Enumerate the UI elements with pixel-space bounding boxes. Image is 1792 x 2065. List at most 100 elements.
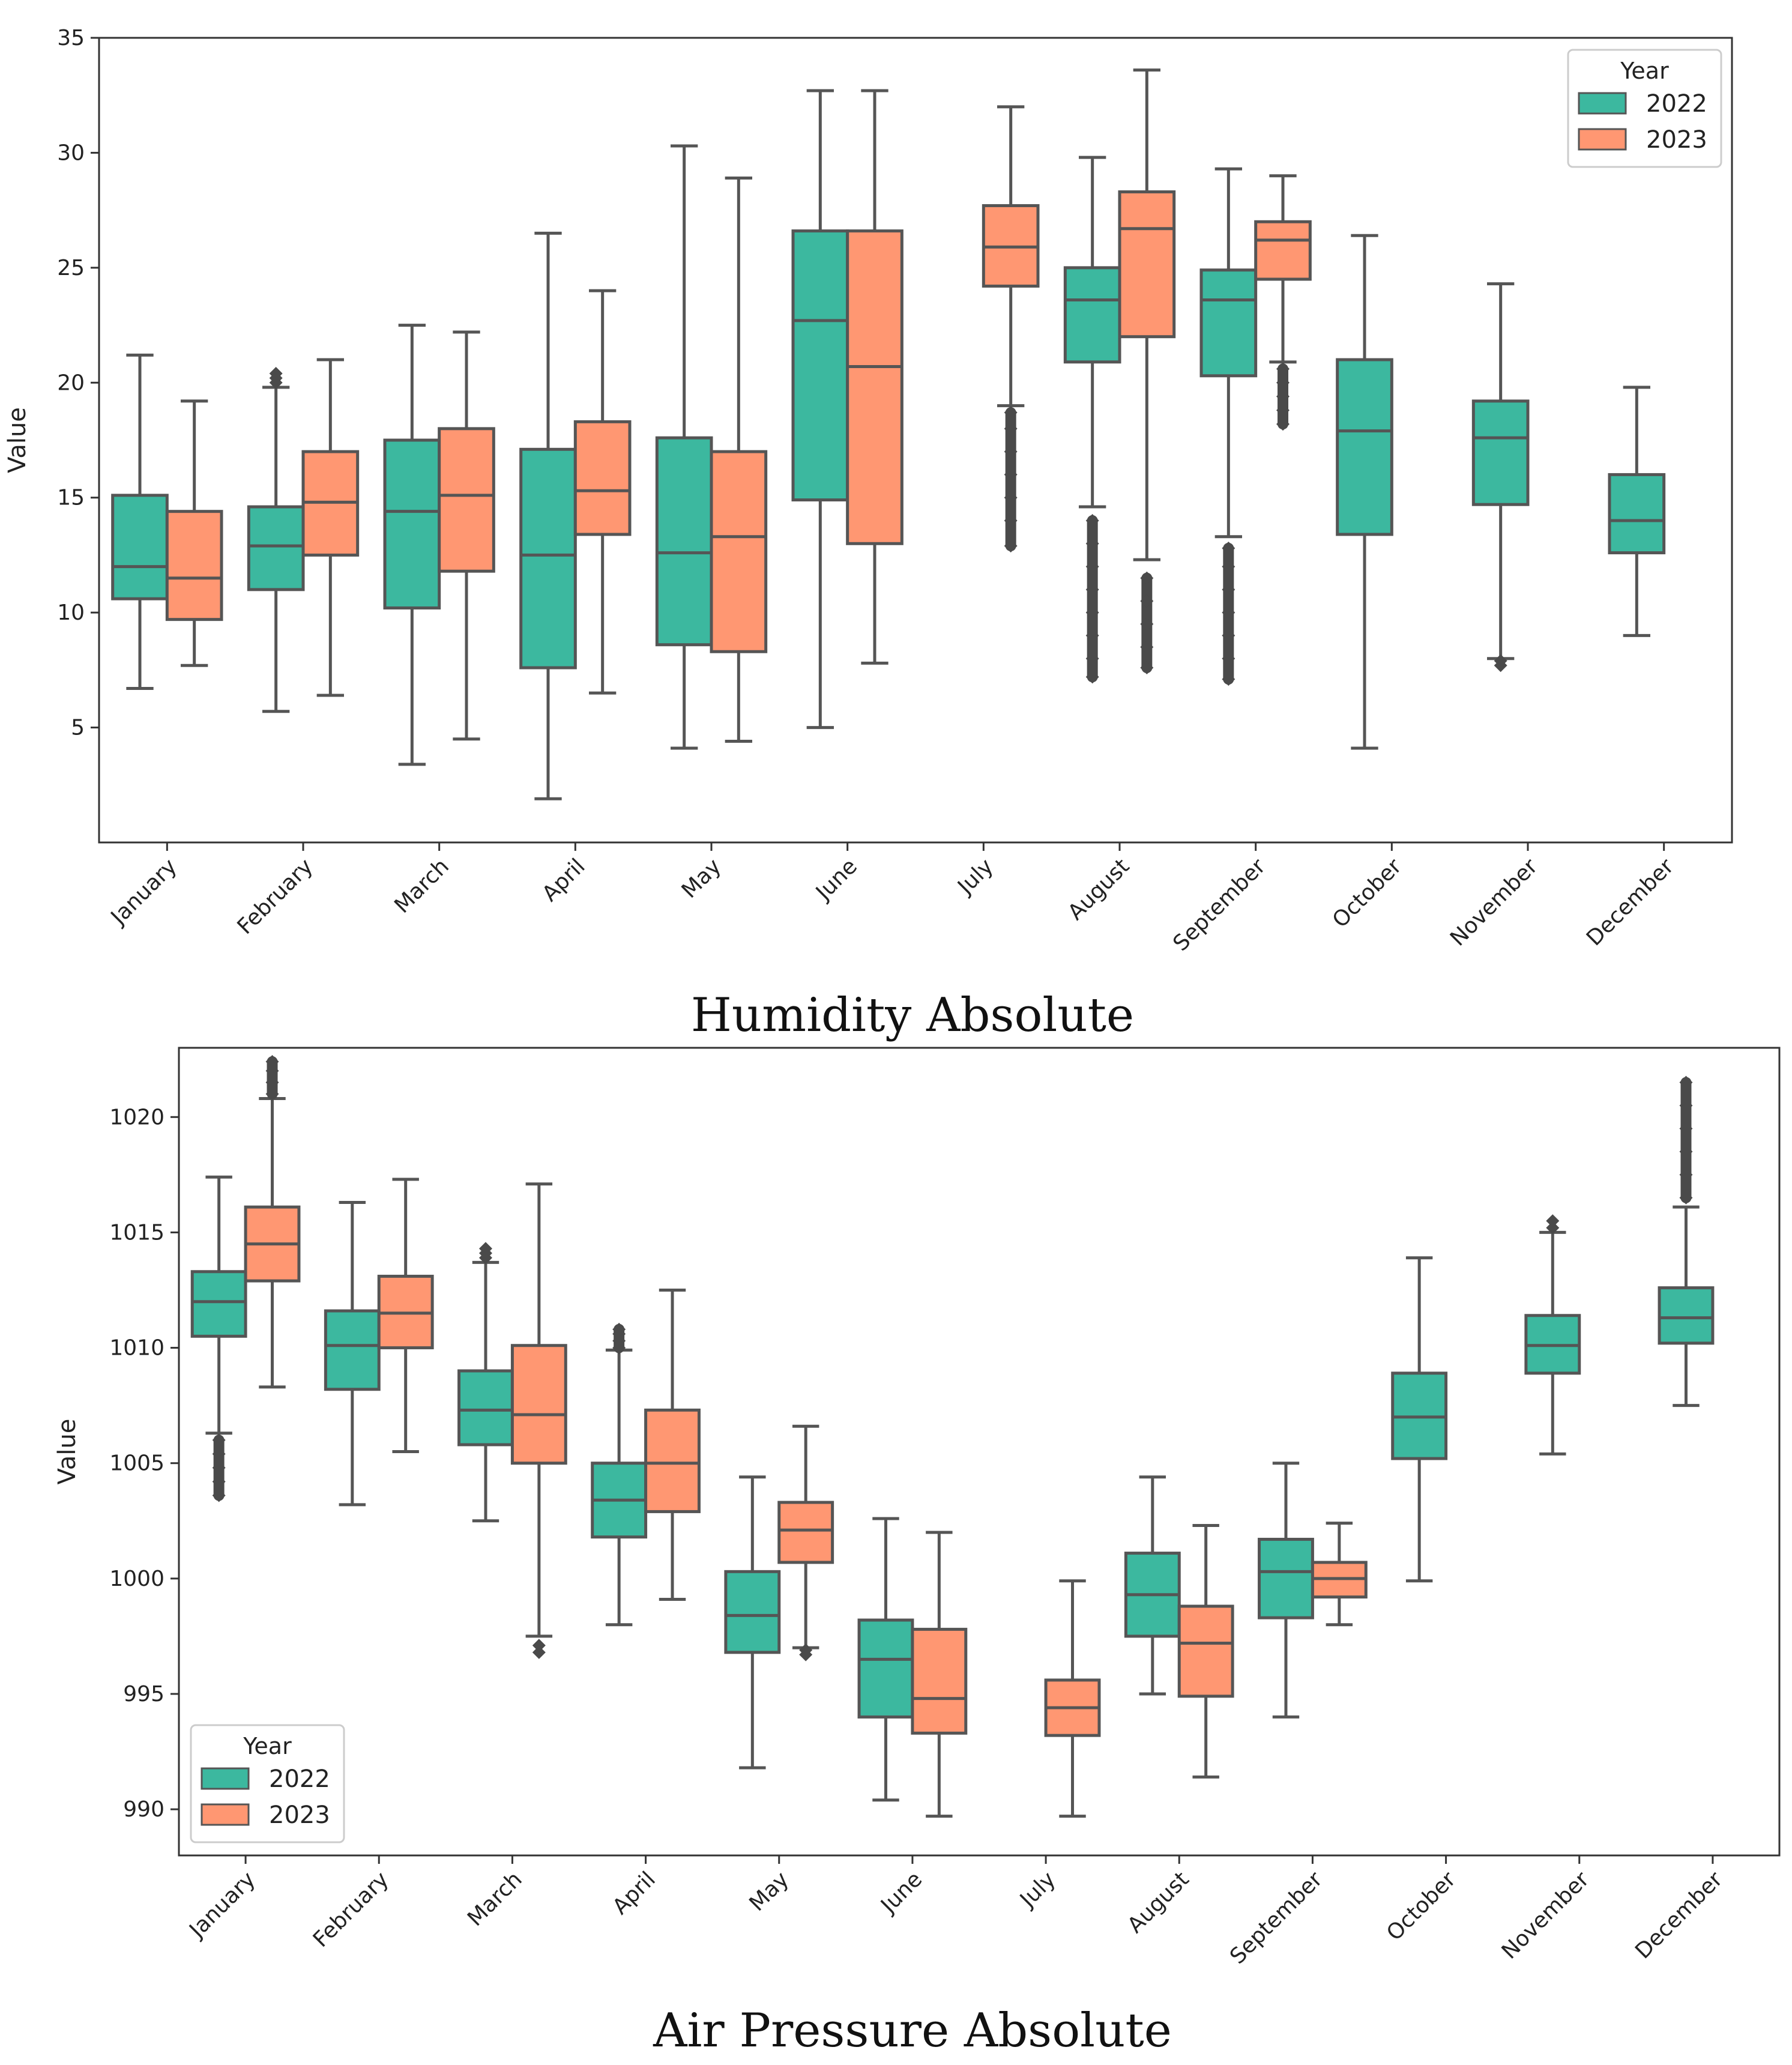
air-pressure-box-2023-march <box>510 1182 567 1659</box>
iqr-box <box>911 1627 968 1735</box>
outlier-point <box>1085 537 1099 551</box>
outlier-point <box>265 1087 279 1101</box>
iqr-box <box>1118 190 1176 339</box>
outlier-point <box>1222 673 1235 686</box>
outlier-point <box>612 1334 626 1348</box>
air-pressure-legend-swatch-2023 <box>201 1803 250 1826</box>
outlier-point <box>1222 582 1235 596</box>
outlier-point <box>1085 514 1099 527</box>
iqr-box <box>1658 1286 1715 1345</box>
air-pressure-plot-frame <box>178 1047 1781 1857</box>
air-pressure-boxes <box>190 1055 1715 1818</box>
outlier-point <box>1004 491 1018 504</box>
outlier-point <box>265 1064 279 1078</box>
outlier-point <box>1679 1144 1693 1158</box>
humidity-caption: Humidity Absolute <box>691 988 1134 1042</box>
air-pressure-box-2023-july <box>1044 1579 1101 1818</box>
humidity-legend-label-2022: 2022 <box>1646 90 1707 118</box>
air-pressure-legend-title: Year <box>243 1733 292 1759</box>
iqr-box <box>710 450 768 653</box>
outlier-point <box>1140 594 1154 608</box>
humidity-x-tick-label-august: August <box>1063 854 1134 925</box>
iqr-box <box>457 1369 514 1447</box>
humidity-box-2023-august <box>1118 68 1176 675</box>
humidity-y-tick-label: 5 <box>71 716 85 740</box>
outlier-point <box>1276 390 1290 404</box>
humidity-box-2023-july <box>982 105 1040 553</box>
humidity-x-tick-label-september: September <box>1168 854 1270 956</box>
humidity-y-tick-label: 15 <box>57 486 85 510</box>
outlier-point <box>1140 617 1154 631</box>
iqr-box <box>111 494 169 600</box>
humidity-box-2023-june <box>846 89 904 665</box>
air-pressure-x-tick-label-march: March <box>463 1867 527 1931</box>
outlier-point <box>1140 571 1154 585</box>
air-pressure-x-tick-label-june: June <box>875 1867 927 1918</box>
humidity-box-2022-may <box>655 144 713 750</box>
iqr-box <box>1199 268 1258 378</box>
outlier-point <box>212 1475 226 1489</box>
outlier-point <box>1085 582 1099 596</box>
humidity-box-2022-december <box>1608 385 1666 637</box>
air-pressure-y-ticks: 990 995 1000 1005 1010 1015 1020 <box>109 1105 179 1822</box>
outlier-point <box>212 1489 226 1502</box>
iqr-box <box>510 1344 567 1465</box>
outlier-point <box>612 1322 626 1336</box>
humidity-box-2023-april <box>573 289 632 695</box>
outlier-point <box>1140 661 1154 675</box>
outlier-point <box>1085 652 1099 665</box>
humidity-y-tick-label: 25 <box>57 256 85 280</box>
air-pressure-box-2023-september <box>1311 1522 1368 1627</box>
iqr-box <box>1177 1604 1234 1698</box>
iqr-box <box>519 447 577 670</box>
outlier-point <box>1494 654 1507 668</box>
outlier-point <box>1546 1221 1560 1235</box>
humidity-x-tick-label-july: July <box>953 854 998 899</box>
air-pressure-box-2023-april <box>644 1289 701 1601</box>
air-pressure-legend: Year 2022 2023 <box>190 1724 345 1843</box>
air-pressure-x-tick-label-september: September <box>1225 1867 1327 1969</box>
outlier-point <box>532 1639 546 1652</box>
air-pressure-x-tick-label-may: May <box>744 1867 794 1916</box>
humidity-legend-swatch-2023 <box>1578 128 1627 151</box>
outlier-point <box>1679 1191 1693 1205</box>
air-pressure-box-2023-june <box>911 1531 968 1818</box>
air-pressure-x-tick-label-april: April <box>608 1867 660 1919</box>
air-pressure-box-2022-december <box>1658 1075 1715 1407</box>
outlier-point <box>212 1461 226 1475</box>
humidity-x-tick-label-may: May <box>677 854 726 903</box>
iqr-box <box>1254 220 1312 281</box>
outlier-point <box>1679 1075 1693 1089</box>
outlier-point <box>1085 629 1099 642</box>
air-pressure-x-tick-label-august: August <box>1123 1867 1194 1938</box>
outlier-point <box>1085 560 1099 573</box>
outlier-point <box>1004 514 1018 527</box>
air-pressure-y-axis-label: Value <box>53 1419 81 1485</box>
outlier-point <box>1085 670 1099 684</box>
air-pressure-box-2022-april <box>591 1322 648 1627</box>
outlier-point <box>1276 417 1290 431</box>
iqr-box <box>791 229 849 502</box>
iqr-box <box>655 436 713 647</box>
iqr-box <box>324 1309 381 1391</box>
iqr-box <box>1258 1538 1314 1619</box>
humidity-x-tick-label-november: November <box>1446 854 1543 951</box>
outlier-point <box>1004 445 1018 459</box>
air-pressure-box-2022-august <box>1124 1475 1181 1696</box>
air-pressure-y-tick-label: 1010 <box>109 1336 164 1361</box>
outlier-point <box>1222 629 1235 642</box>
humidity-y-tick-label: 30 <box>57 141 85 165</box>
humidity-x-tick-label-june: June <box>810 854 862 906</box>
outlier-point <box>612 1341 626 1355</box>
air-pressure-box-2022-march <box>457 1242 514 1523</box>
air-pressure-legend-label-2023: 2023 <box>269 1801 330 1829</box>
humidity-legend-swatch-2022 <box>1578 92 1627 115</box>
humidity-legend: Year 2022 2023 <box>1567 49 1722 168</box>
outlier-point <box>1085 606 1099 620</box>
humidity-box-2022-november <box>1471 282 1530 673</box>
humidity-y-tick-label: 35 <box>57 26 85 50</box>
outlier-point <box>265 1075 279 1089</box>
outlier-point <box>1222 606 1235 620</box>
humidity-box-2022-april <box>519 231 577 800</box>
